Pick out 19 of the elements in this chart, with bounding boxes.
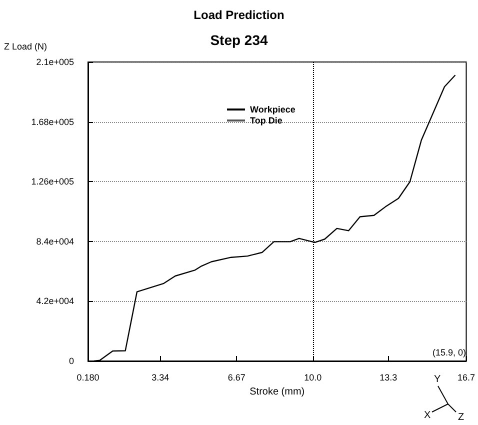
x-tick-label: 10.0 [304, 372, 322, 382]
legend-label: Workpiece [250, 104, 296, 114]
y-tick-label: 1.68e+005 [31, 116, 74, 127]
chart-title: Load Prediction [194, 8, 284, 22]
y-axis-title: Z Load (N) [4, 42, 48, 52]
x-axis-title: Stroke (mm) [250, 386, 305, 398]
y-tick-label: 2.1e+005 [36, 57, 74, 67]
chart-subtitle: Step 234 [210, 32, 268, 48]
x-tick-label: 3.34 [152, 372, 170, 382]
x-tick-label: 6.67 [228, 372, 246, 382]
x-tick-label: 13.3 [380, 372, 398, 382]
x-tick-label: 16.7 [457, 372, 476, 382]
annotation: (15.9, 0) [432, 348, 466, 358]
x-tick-label: 0.180 [76, 372, 100, 382]
y-tick-label: 8.4e+004 [36, 236, 74, 246]
y-tick-label: 1.26e+005 [31, 176, 74, 187]
legend-label: Top Die [250, 116, 282, 126]
y-tick-label: 0 [68, 356, 74, 366]
y-tick-label: 4.2e+004 [36, 296, 74, 306]
